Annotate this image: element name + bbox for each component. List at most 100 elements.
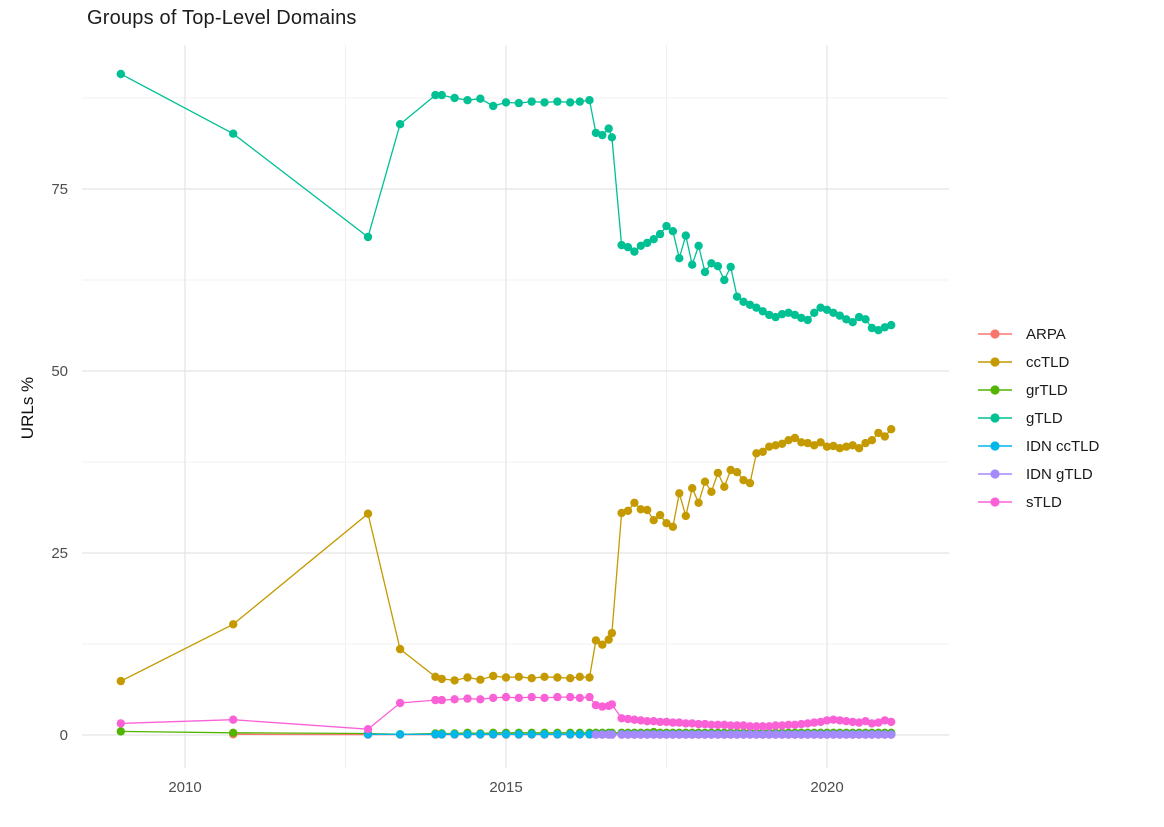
data-point bbox=[732, 721, 742, 730]
data-point bbox=[591, 701, 601, 710]
data-point bbox=[835, 444, 844, 453]
data-point bbox=[777, 730, 787, 739]
data-point bbox=[752, 303, 761, 312]
legend-key-icon bbox=[978, 329, 1012, 339]
legend-label: IDN gTLD bbox=[1026, 465, 1093, 483]
data-point bbox=[861, 315, 870, 324]
data-point bbox=[681, 511, 690, 521]
data-point bbox=[437, 695, 446, 705]
data-point bbox=[431, 695, 440, 705]
x-axis: 2010 2015 2020 bbox=[168, 779, 843, 796]
data-point bbox=[591, 128, 601, 138]
y-tick-label: 75 bbox=[51, 181, 68, 198]
data-point bbox=[527, 97, 536, 106]
data-point bbox=[887, 717, 896, 727]
data-point bbox=[784, 308, 793, 317]
data-point bbox=[575, 730, 584, 739]
data-point bbox=[489, 730, 498, 739]
data-point bbox=[765, 442, 774, 451]
data-point bbox=[540, 730, 549, 739]
data-point bbox=[617, 240, 626, 250]
data-point bbox=[758, 730, 767, 739]
data-point bbox=[681, 231, 690, 240]
data-point bbox=[450, 676, 459, 685]
data-point bbox=[675, 489, 684, 498]
data-point bbox=[607, 133, 617, 142]
data-point bbox=[720, 730, 729, 739]
data-point bbox=[431, 672, 440, 681]
data-point bbox=[116, 719, 126, 728]
data-point bbox=[630, 715, 639, 724]
data-point bbox=[835, 730, 844, 739]
data-point bbox=[765, 722, 774, 731]
data-point bbox=[752, 730, 761, 739]
data-point bbox=[835, 311, 844, 320]
data-point bbox=[598, 730, 607, 739]
data-point bbox=[668, 730, 678, 739]
data-point bbox=[527, 692, 536, 702]
data-point bbox=[758, 307, 767, 316]
data-point bbox=[649, 717, 658, 726]
data-point bbox=[874, 428, 883, 438]
data-point bbox=[861, 717, 870, 726]
data-point bbox=[527, 730, 536, 739]
data-point bbox=[623, 730, 633, 739]
data-point bbox=[463, 694, 472, 703]
data-point bbox=[591, 730, 601, 739]
data-point bbox=[777, 721, 787, 730]
data-point bbox=[395, 698, 405, 708]
data-point bbox=[643, 238, 652, 248]
data-point bbox=[880, 323, 889, 332]
data-point bbox=[822, 730, 832, 739]
data-point bbox=[739, 476, 748, 485]
data-point bbox=[707, 487, 716, 496]
data-point bbox=[842, 315, 851, 324]
legend-key-dot bbox=[990, 497, 1000, 507]
data-point bbox=[585, 673, 594, 682]
data-point bbox=[553, 97, 562, 106]
data-point bbox=[585, 730, 594, 739]
data-point bbox=[450, 93, 459, 103]
x-tick-label: 2010 bbox=[168, 779, 201, 796]
data-point bbox=[700, 267, 710, 277]
data-point bbox=[726, 465, 735, 475]
legend-item-cctld: ccTLD bbox=[976, 348, 1099, 376]
data-point bbox=[829, 441, 838, 451]
data-point bbox=[732, 468, 742, 477]
data-point bbox=[842, 717, 851, 726]
data-point bbox=[501, 673, 511, 682]
legend-key-dot bbox=[990, 329, 1000, 339]
data-point bbox=[527, 674, 536, 683]
data-point bbox=[675, 254, 684, 263]
data-point bbox=[816, 438, 825, 447]
data-point bbox=[514, 98, 523, 108]
data-point bbox=[437, 730, 446, 739]
data-point bbox=[713, 468, 723, 478]
data-point bbox=[777, 310, 787, 319]
legend-item-stld: sTLD bbox=[976, 488, 1099, 516]
legend-label: grTLD bbox=[1026, 381, 1068, 399]
data-point bbox=[681, 730, 690, 739]
data-point bbox=[540, 672, 549, 681]
data-point bbox=[476, 695, 485, 704]
chart-title: Groups of Top-Level Domains bbox=[87, 7, 357, 29]
data-point bbox=[771, 312, 780, 322]
data-point bbox=[707, 720, 716, 729]
data-point bbox=[784, 436, 793, 445]
legend-key-dot bbox=[990, 441, 1000, 451]
legend-key-icon bbox=[978, 385, 1012, 395]
data-point bbox=[822, 305, 832, 314]
data-point bbox=[585, 692, 594, 702]
gridlines-minor bbox=[82, 45, 949, 768]
data-point bbox=[514, 672, 523, 681]
legend: ARPA ccTLD grTLD gTLD IDN ccTLD IDN gTLD sTLD bbox=[976, 320, 1099, 516]
data-point bbox=[540, 98, 549, 107]
legend-label: sTLD bbox=[1026, 493, 1062, 511]
data-point bbox=[822, 442, 832, 451]
legend-key-icon bbox=[978, 357, 1012, 367]
data-point bbox=[707, 259, 716, 268]
legend-label: gTLD bbox=[1026, 409, 1063, 427]
data-point bbox=[848, 717, 857, 727]
data-point bbox=[700, 730, 710, 739]
data-point bbox=[489, 671, 498, 681]
